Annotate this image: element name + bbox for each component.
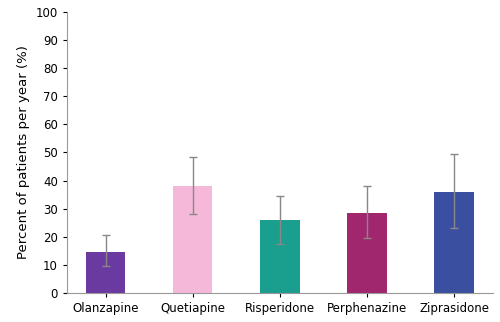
Bar — [173, 186, 212, 293]
Bar — [434, 192, 474, 293]
Bar — [348, 213, 387, 293]
Bar — [260, 220, 300, 293]
Bar — [86, 252, 126, 293]
Y-axis label: Percent of patients per year (%): Percent of patients per year (%) — [17, 45, 30, 260]
